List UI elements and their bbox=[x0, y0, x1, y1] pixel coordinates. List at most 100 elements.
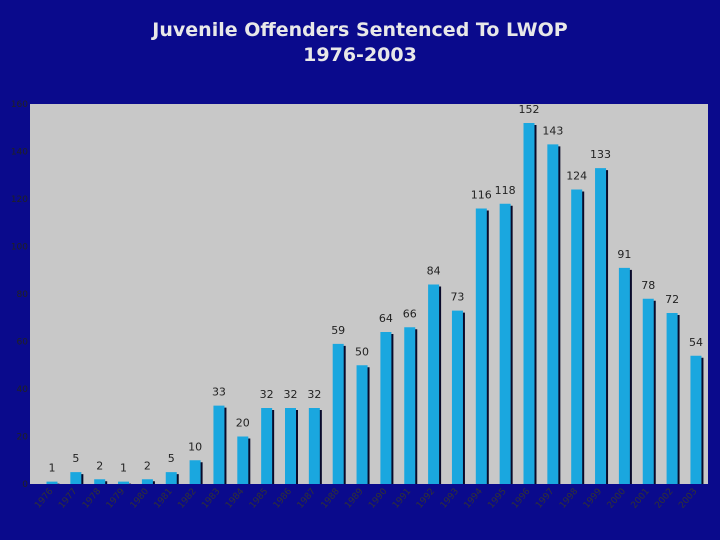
bar-1991 bbox=[404, 327, 416, 484]
bar-1978 bbox=[94, 479, 106, 484]
x-tick-label: 1998 bbox=[558, 487, 581, 511]
x-tick-label: 1987 bbox=[296, 487, 318, 511]
value-label-1990: 64 bbox=[379, 312, 393, 325]
y-tick-label: 80 bbox=[17, 290, 29, 300]
x-tick-label: 1977 bbox=[57, 487, 79, 511]
x-tick-label: 1982 bbox=[176, 487, 198, 511]
y-tick-label: 120 bbox=[11, 195, 28, 205]
bar-1992 bbox=[428, 284, 440, 484]
x-tick-label: 2003 bbox=[677, 487, 699, 511]
y-tick-label: 140 bbox=[11, 148, 28, 158]
value-label-1978: 2 bbox=[96, 459, 103, 472]
x-tick-label: 1995 bbox=[486, 487, 508, 511]
bar-1986 bbox=[285, 408, 296, 484]
x-tick-label: 1980 bbox=[129, 487, 152, 511]
x-tick-label: 1984 bbox=[224, 487, 247, 511]
bar-1985 bbox=[261, 408, 273, 484]
x-tick-label: 1986 bbox=[272, 487, 295, 511]
x-tick-label: 1978 bbox=[81, 487, 104, 511]
bar-1981 bbox=[165, 472, 177, 484]
bars bbox=[46, 123, 704, 484]
value-label-2002: 72 bbox=[665, 293, 679, 306]
x-tick-label: 1988 bbox=[319, 487, 342, 511]
x-tick-label: 1997 bbox=[534, 487, 556, 511]
bar-1980 bbox=[141, 479, 153, 484]
value-label-1996: 152 bbox=[519, 103, 540, 116]
value-label-1987: 32 bbox=[307, 388, 321, 401]
x-tick-label: 1990 bbox=[367, 487, 390, 511]
bar-1995 bbox=[499, 203, 511, 484]
value-label-1981: 5 bbox=[168, 452, 175, 465]
x-tick-label: 2001 bbox=[630, 487, 652, 511]
value-label-1999: 133 bbox=[590, 148, 611, 161]
bar-1979 bbox=[118, 481, 130, 484]
x-tick-label: 1989 bbox=[343, 487, 366, 511]
value-label-1984: 20 bbox=[236, 417, 250, 430]
x-tick-label: 1999 bbox=[582, 487, 605, 511]
bar-1987 bbox=[308, 408, 320, 484]
bar-1999 bbox=[595, 168, 607, 484]
bar-1984 bbox=[237, 436, 249, 484]
bar-1976 bbox=[46, 481, 58, 484]
x-tick-label: 1993 bbox=[439, 487, 461, 511]
bar-1998 bbox=[571, 189, 583, 484]
x-tick-label: 2002 bbox=[653, 487, 675, 511]
x-tick-label: 1996 bbox=[510, 487, 533, 511]
value-label-2003: 54 bbox=[689, 336, 703, 349]
bar-1997 bbox=[547, 144, 559, 484]
value-label-1997: 143 bbox=[542, 124, 563, 137]
bar-1989 bbox=[356, 365, 368, 484]
value-label-1989: 50 bbox=[355, 345, 369, 358]
bar-2002 bbox=[666, 313, 678, 484]
value-label-1991: 66 bbox=[403, 307, 417, 320]
x-tick-label: 1983 bbox=[200, 487, 222, 511]
bar-1988 bbox=[332, 343, 344, 484]
x-tick-label: 1981 bbox=[153, 487, 175, 511]
y-tick-label: 0 bbox=[22, 480, 28, 490]
chart-title-line-2: 1976-2003 bbox=[303, 44, 417, 66]
x-tick-label: 2000 bbox=[606, 487, 629, 511]
x-axis-tick-labels: 1976 1977 1978 1979 1980 1981 1982 1983 1984 1985… bbox=[33, 487, 699, 511]
x-tick-label: 1991 bbox=[391, 487, 413, 511]
value-label-1992: 84 bbox=[427, 265, 441, 278]
value-label-1977: 5 bbox=[72, 452, 79, 465]
value-label-1994: 116 bbox=[471, 189, 492, 202]
chart-title-line-1: Juvenile Offenders Sentenced To LWOP bbox=[152, 19, 568, 41]
y-tick-label: 20 bbox=[17, 433, 29, 443]
bar-2001 bbox=[642, 298, 654, 484]
y-tick-label: 160 bbox=[11, 100, 28, 110]
x-tick-label: 1994 bbox=[463, 487, 486, 511]
chart-title: Juvenile Offenders Sentenced To LWOP 197… bbox=[0, 18, 720, 68]
bar-1983 bbox=[213, 405, 225, 484]
value-label-2001: 78 bbox=[641, 279, 655, 292]
x-tick-label: 1985 bbox=[248, 487, 270, 511]
y-axis-tick-labels: 0 20 40 60 80 100 120 140 160 bbox=[11, 100, 28, 490]
y-tick-label: 100 bbox=[11, 243, 28, 253]
x-tick-label: 1976 bbox=[33, 487, 56, 511]
value-label-2000: 91 bbox=[617, 248, 631, 261]
bar-2003 bbox=[690, 355, 702, 484]
value-label-1982: 10 bbox=[188, 440, 202, 453]
value-label-1983: 33 bbox=[212, 386, 226, 399]
value-label-1995: 118 bbox=[495, 184, 516, 197]
x-tick-label: 1992 bbox=[415, 487, 437, 511]
bar-1977 bbox=[70, 472, 82, 484]
x-tick-label: 1979 bbox=[105, 487, 128, 511]
value-label-1986: 32 bbox=[284, 388, 298, 401]
bar-1996 bbox=[523, 123, 535, 484]
y-tick-label: 40 bbox=[17, 385, 29, 395]
bar-1990 bbox=[380, 332, 392, 484]
value-label-1985: 32 bbox=[260, 388, 274, 401]
value-label-1993: 73 bbox=[450, 291, 464, 304]
value-label-1980: 2 bbox=[144, 459, 151, 472]
value-label-1979: 1 bbox=[120, 462, 127, 475]
value-label-1988: 59 bbox=[331, 324, 345, 337]
bar-1994 bbox=[475, 208, 487, 484]
bar-1982 bbox=[189, 460, 201, 484]
value-label-1976: 1 bbox=[49, 462, 56, 475]
bar-2000 bbox=[618, 267, 630, 484]
value-label-1998: 124 bbox=[566, 170, 587, 183]
y-tick-label: 60 bbox=[17, 338, 29, 348]
